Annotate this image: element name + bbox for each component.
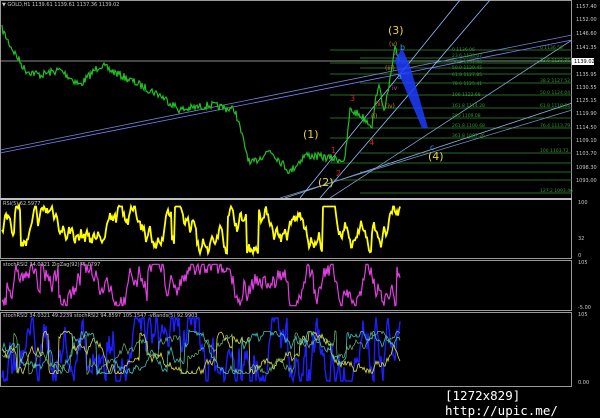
fib-ext-label: 23.6 1133.07 [452, 53, 482, 59]
wave-label-w3: (3) [388, 24, 404, 37]
wave-label-w2: (2) [318, 176, 334, 189]
trend-channel-line [329, 39, 573, 199]
wave-label-ii: (ii) [375, 101, 383, 108]
fib-ext-label: 61.8 1127.85 [452, 72, 482, 78]
price-axis-label: 1130.55 [576, 85, 597, 91]
price-axis-label: 1146.60 [576, 31, 597, 37]
combo-title: stochRSI2 34.0321 49.2239 stochRSI2 94.8… [3, 313, 198, 319]
fib-level-label: 0 1136.58 [540, 45, 563, 51]
trend-channel-line [0, 34, 573, 151]
stoch-axis-label: 105 [578, 260, 588, 266]
rsi-panel[interactable] [1, 201, 401, 258]
wave-label-w4: (4) [428, 150, 444, 163]
combo-axis-label: 0.00 [578, 380, 589, 386]
rsi-axis-label: 100 [578, 200, 588, 206]
fib-level-label: 100 1103.72 [540, 148, 569, 154]
fib-ext-label: 0 1136.06 [452, 47, 475, 53]
price-axis-label: 1125.15 [576, 98, 597, 104]
fib-ext-label: 50.0 1129.45 [452, 65, 482, 71]
fib-ext-label: 361.8 1087.26 [452, 133, 485, 139]
rsi-title: RSI(5) 62.5977 [3, 201, 40, 207]
current-price-label: 1139.02 [574, 59, 595, 65]
wave-label-iii: (iii) [385, 65, 395, 72]
panel-frame [0, 312, 572, 387]
fib-ext-label: 261.8 1100.68 [452, 123, 485, 129]
rsi-line [1, 201, 401, 258]
band-line [1, 329, 401, 375]
wave-label-v: (v) [389, 41, 397, 48]
wave-label-c: c [430, 143, 434, 152]
fib-ext-label: 78.6 1125.41 [452, 81, 482, 87]
wave-label-r2: 2 [336, 169, 341, 178]
combo-indicator-panel[interactable] [1, 317, 401, 384]
stochrsi-line [1, 262, 401, 307]
wave-label-a: a [397, 72, 402, 81]
title-bar: ▼ GOLD,H1 1139.61 1139.61 1137.36 1139.0… [2, 2, 120, 8]
price-axis-label: 1109.10 [576, 138, 597, 144]
fib-level-label: 50.0 1124.04 [540, 90, 570, 96]
stoch-axis-label: -5.00 [578, 305, 591, 311]
wave-label-i: (i) [371, 113, 377, 120]
signal-line [1, 330, 401, 375]
price-axis-label: 1098.30 [576, 165, 597, 171]
wave-label-mv: v [393, 50, 397, 57]
wave-label-iv: (iv) [385, 103, 395, 110]
trend-channel-line [299, 0, 461, 199]
fib-ext-label: 161.8 1114.28 [452, 103, 485, 109]
panel-frame [0, 199, 572, 259]
stochrsi-panel[interactable] [1, 262, 401, 307]
price-axis-label: 1135.95 [576, 72, 597, 78]
band-line-2 [1, 330, 401, 375]
fib-level-label: 38.2 1127.52 [540, 78, 570, 84]
fib-ext-label: 100 1122.68 [452, 92, 481, 98]
wave-label-w1: (1) [303, 128, 319, 141]
fib-level-label: 23.6 1133.35 [540, 58, 570, 64]
trend-channel-line [279, 109, 573, 199]
forecast-projection [395, 48, 428, 128]
fib-level-label: 76.4 1113.79 [540, 123, 570, 129]
stochrsi-line-1 [1, 317, 401, 384]
wave-label-r3: 3 [350, 94, 355, 103]
fib-ext-label: 38.2 1131.06 [452, 59, 482, 65]
current-price-box [572, 58, 594, 65]
wave-label-r4: 4 [369, 138, 374, 147]
wave-label-mi: iv [392, 85, 398, 92]
price-axis-label: 1114.50 [576, 125, 597, 131]
wave-label-r1: 1 [331, 146, 336, 155]
trend-channel-line [319, 0, 491, 199]
price-chart[interactable] [0, 0, 573, 199]
wave-label-b: b [400, 43, 405, 52]
rsi-axis-label: 32 [578, 236, 584, 242]
price-axis-label: 1152.00 [576, 17, 597, 23]
image-host-watermark: [1272x829] http://upic.me/ [445, 388, 558, 418]
fib-level-label: 61.8 1118.56 [540, 103, 570, 109]
price-axis-label: 1103.70 [576, 151, 597, 157]
fib-ext-label: 200 1109.08 [452, 113, 481, 119]
price-series [1, 24, 401, 175]
trend-channel-line [0, 39, 573, 154]
stochrsi-title: stochRSI2 34.0321 ZigZag(92)75.0797 [3, 262, 100, 268]
price-axis-label: 1093.00 [576, 178, 597, 184]
fib-level-label: 127.2 1093.46 [540, 188, 573, 194]
panel-frame [0, 260, 572, 311]
price-axis-label: 1119.90 [576, 111, 597, 117]
price-axis-label: 1157.40 [576, 4, 597, 10]
combo-axis-label: 105 [578, 312, 588, 318]
price-axis-label: 1141.35 [576, 45, 597, 51]
rsi-axis-label: 0 [578, 253, 581, 259]
